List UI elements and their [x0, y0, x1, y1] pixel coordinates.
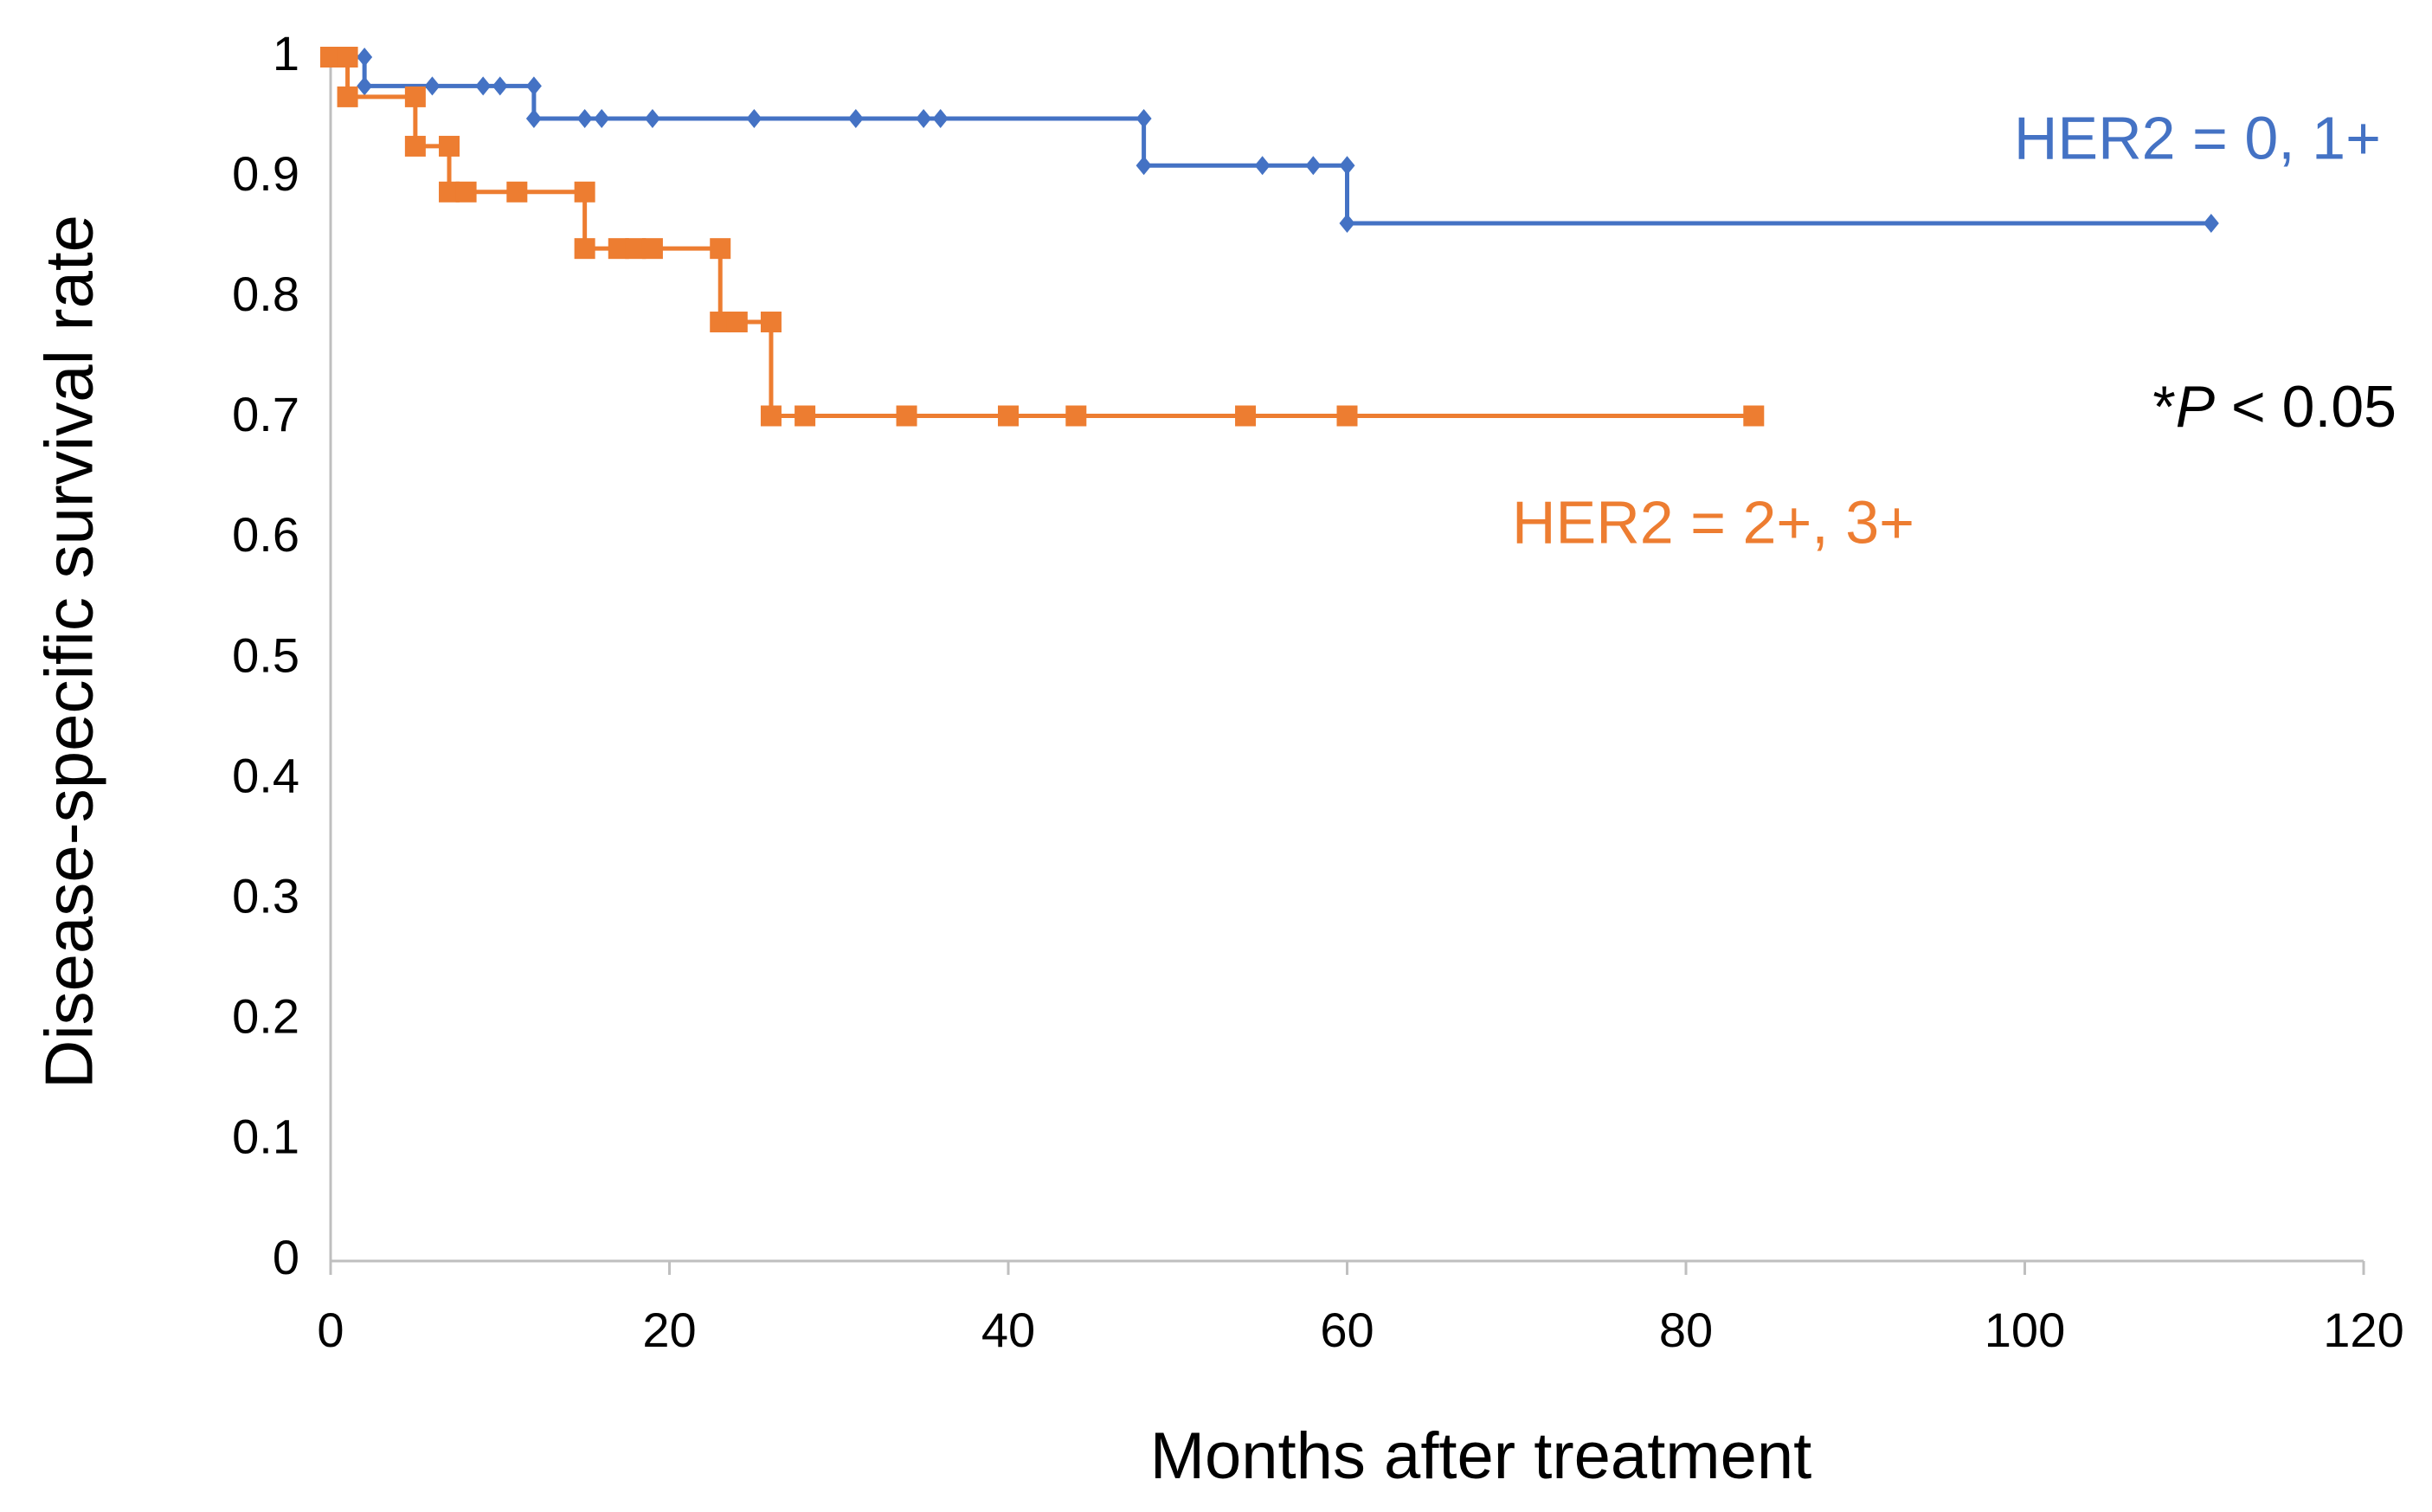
survival-line: [331, 55, 2211, 226]
marker: [576, 108, 593, 128]
marker: [506, 181, 528, 203]
y-tick-label: 1: [273, 26, 299, 80]
marker: [1254, 156, 1271, 176]
annotation-part: P: [2176, 374, 2215, 440]
y-tick-label: 0.5: [232, 627, 299, 682]
x-tick-label: 100: [1985, 1303, 2065, 1357]
y-tick-label: 0.4: [232, 748, 299, 802]
y-tick-label: 0.2: [232, 989, 299, 1044]
marker: [760, 405, 782, 427]
marker: [1336, 405, 1358, 427]
marker: [337, 86, 358, 107]
marker: [424, 76, 441, 96]
annotation-part: *: [2152, 374, 2175, 440]
marker: [404, 86, 426, 107]
y-tick-label: 0.9: [232, 146, 299, 201]
y-tick-label: 0.7: [232, 387, 299, 441]
y-axis-label: Disease-specific survival rate: [31, 215, 107, 1089]
y-tick-label: 0.8: [232, 267, 299, 321]
marker: [932, 108, 949, 128]
marker: [746, 108, 762, 128]
marker: [594, 108, 610, 128]
marker: [916, 108, 932, 128]
series-label: HER2 = 2+, 3+: [1512, 488, 1914, 556]
marker: [475, 76, 492, 96]
marker: [492, 76, 508, 96]
series-label: HER2 = 0, 1+: [2014, 104, 2381, 171]
x-tick-label: 40: [981, 1303, 1035, 1357]
annotation-part: < 0.05: [2215, 374, 2397, 440]
marker: [2203, 213, 2219, 233]
x-tick-label: 80: [1659, 1303, 1713, 1357]
marker: [525, 108, 542, 128]
marker: [525, 76, 542, 96]
x-tick-label: 0: [317, 1303, 344, 1357]
marker: [404, 135, 426, 157]
marker: [1305, 156, 1322, 176]
x-axis-label: Months after treatment: [1150, 1419, 1812, 1493]
y-tick-label: 0: [273, 1230, 299, 1284]
marker: [1136, 108, 1152, 128]
marker: [337, 47, 358, 68]
marker: [760, 312, 782, 333]
marker: [710, 238, 731, 260]
y-tick-label: 0.1: [232, 1110, 299, 1164]
marker: [644, 108, 660, 128]
marker: [357, 76, 373, 96]
marker: [1136, 156, 1152, 176]
x-tick-label: 20: [642, 1303, 696, 1357]
marker: [726, 312, 748, 333]
marker: [574, 181, 595, 203]
marker: [998, 405, 1019, 427]
marker: [1065, 405, 1087, 427]
marker: [1235, 405, 1257, 427]
marker: [574, 238, 595, 260]
y-tick-label: 0.3: [232, 868, 299, 923]
marker: [641, 238, 663, 260]
marker: [1743, 405, 1765, 427]
marker: [795, 405, 816, 427]
marker: [896, 405, 917, 427]
y-tick-label: 0.6: [232, 507, 299, 562]
x-tick-label: 120: [2323, 1303, 2403, 1357]
annotation: *P < 0.05: [2152, 374, 2397, 440]
marker: [1339, 213, 1355, 233]
survival-line: [331, 55, 1754, 419]
marker: [357, 48, 373, 67]
marker: [455, 181, 477, 203]
x-tick-label: 60: [1320, 1303, 1374, 1357]
marker: [847, 108, 864, 128]
marker: [439, 135, 460, 157]
marker: [1339, 156, 1355, 176]
